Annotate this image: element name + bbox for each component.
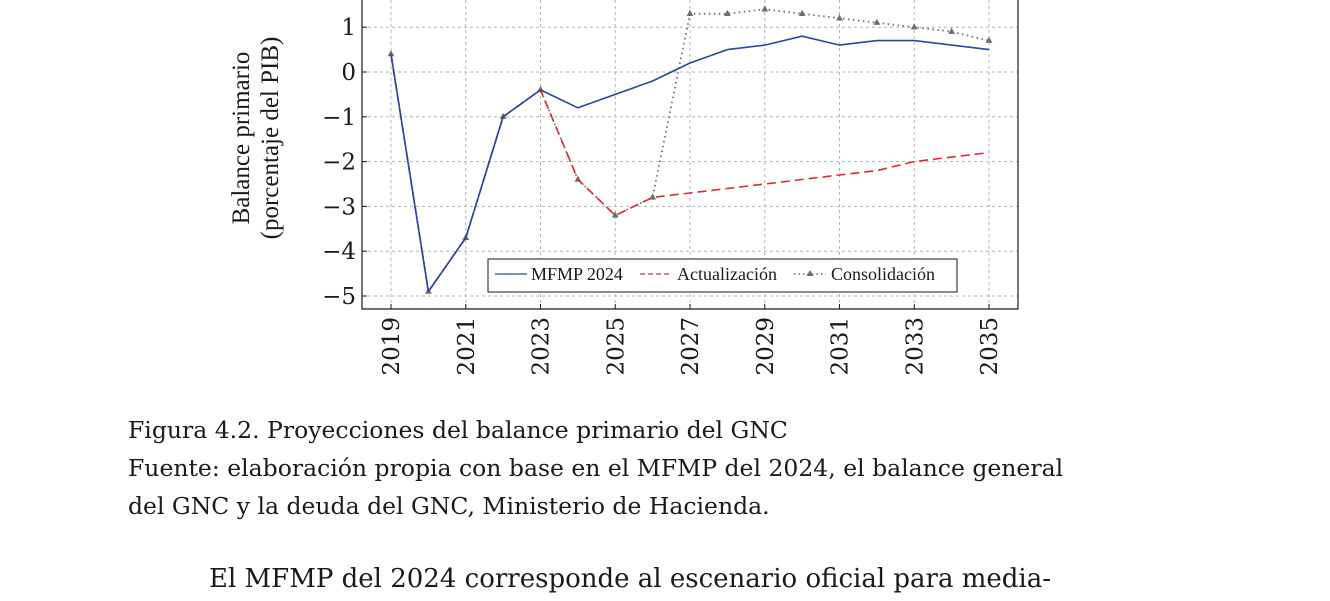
series-marker [910,23,918,30]
x-tick-label: 2023 [529,317,555,376]
series-marker [948,27,956,34]
y-tick-label: 1 [341,15,356,41]
x-tick-label: 2021 [454,317,480,376]
x-tick-label: 2019 [379,317,405,376]
series-marker [611,211,619,218]
legend-label-mfmp: MFMP 2024 [531,264,623,284]
legend-label-actualizacion: Actualización [677,264,777,284]
figure-caption-source-line1: Fuente: elaboración propia con base en e… [128,454,1064,482]
legend-label-consolidacion: Consolidación [831,264,935,284]
y-tick-label: −4 [322,239,356,265]
series-marker [723,9,731,16]
y-tick-label: −2 [322,150,356,176]
plot-frame [361,0,1019,310]
grid-lines [362,0,1018,309]
series-line-0 [390,35,990,293]
series-marker [686,9,694,16]
legend-marker-consolidacion [806,270,814,276]
chart-legend: MFMP 2024 Actualización Consolidación [487,258,958,293]
x-tick-label: 2033 [902,317,928,376]
series-marker [761,5,769,12]
x-tick-label: 2027 [678,317,704,376]
x-tick-label: 2029 [753,317,779,376]
y-tick-label: −1 [322,105,356,131]
series-marker [387,50,395,57]
legend-box [487,258,958,293]
y-tick-labels: 1 0 −1 −2 −3 −4 −5 [322,15,356,310]
figure-caption-title: Figura 4.2. Proyecciones del balance pri… [128,416,788,444]
series-marker [873,18,881,25]
balance-primario-chart: 1 0 −1 −2 −3 −4 −5 2019 2021 2023 2025 2027 2029 203… [228,0,1019,376]
x-tick-label: 2031 [828,317,854,376]
series-lines [387,5,993,294]
series-marker [798,9,806,16]
series-marker [985,36,993,43]
y-axis-label-line1: Balance primario [228,52,255,225]
series-line-1 [390,53,990,293]
x-tick-labels: 2019 2021 2023 2025 2027 2029 2031 2033 2035 [379,317,1003,376]
y-tick-label: −5 [322,284,356,310]
y-axis-label-line2: (porcentaje del PIB) [257,37,284,240]
y-axis-label: Balance primario (porcentaje del PIB) [228,37,284,240]
body-paragraph: El MFMP del 2024 corresponde al escenari… [209,564,1052,594]
x-tick-label: 2025 [603,317,629,376]
y-tick-label: −3 [322,194,356,220]
y-tick-label: 0 [341,60,356,86]
x-tick-label: 2035 [977,317,1003,376]
figure-caption-source-line2: del GNC y la deuda del GNC, Ministerio d… [128,492,770,520]
chart-axes [361,0,1019,310]
series-marker [836,14,843,21]
